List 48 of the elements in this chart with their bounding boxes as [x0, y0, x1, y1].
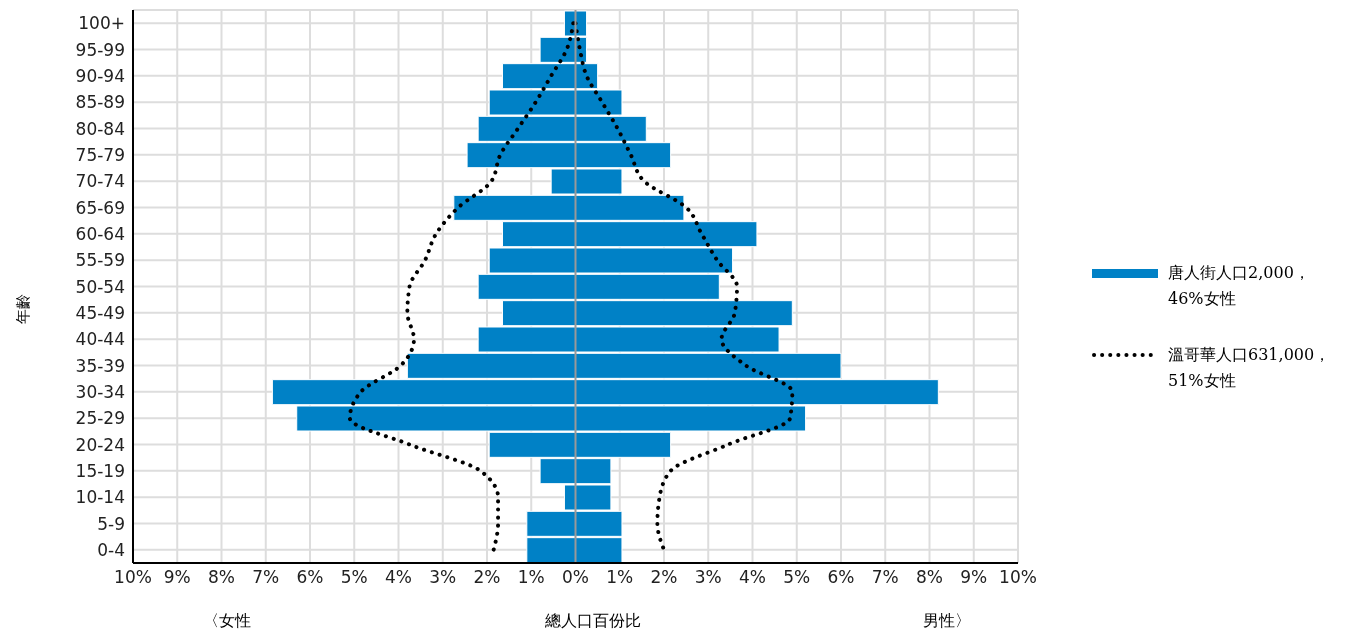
y-tick-label: 70-74 — [75, 171, 125, 192]
y-tick-label: 65-69 — [75, 197, 125, 218]
y-tick-label: 85-89 — [75, 92, 125, 113]
y-tick-label: 95-99 — [75, 39, 125, 60]
y-tick-label: 55-59 — [75, 250, 125, 271]
y-axis-title: 年齡 — [13, 293, 33, 324]
y-tick-label: 100+ — [78, 13, 125, 34]
text: 〈女性 — [203, 611, 251, 632]
y-tick-label: 30-34 — [75, 381, 125, 402]
legend-label: 唐人街人口2,000，46%女性 — [1168, 262, 1311, 310]
x-tick-label: 6% — [296, 567, 324, 588]
y-tick-label: 75-79 — [75, 144, 125, 165]
x-tick-label: 3% — [429, 567, 457, 588]
x-tick-label: 0% — [562, 567, 589, 588]
y-tick-label: 45-49 — [75, 302, 125, 323]
x-tick-label: 4% — [385, 567, 412, 588]
y-tick-label: 0-4 — [97, 539, 125, 560]
y-tick-label: 60-64 — [75, 223, 125, 244]
y-tick-label: 50-54 — [75, 276, 125, 297]
y-tick-label: 20-24 — [75, 434, 125, 455]
x-tick-label: 9% — [163, 567, 191, 588]
x-tick-label: 7% — [871, 567, 899, 588]
y-tick-label: 10-14 — [75, 487, 125, 508]
x-tick-label: 10% — [999, 567, 1037, 588]
text: 男性〉 — [923, 611, 971, 632]
x-tick-label: 1% — [517, 567, 545, 588]
x-tick-label: 5% — [783, 567, 811, 588]
y-tick-label: 25-29 — [75, 408, 125, 429]
x-tick-label: 8% — [208, 567, 235, 588]
x-tick-label: 2% — [473, 567, 501, 588]
y-tick-label: 15-19 — [75, 460, 125, 481]
y-tick-label: 35-39 — [75, 355, 125, 376]
x-tick-label: 8% — [916, 567, 943, 588]
x-tick-label: 10% — [114, 567, 152, 588]
y-tick-label: 90-94 — [75, 65, 125, 86]
x-tick-label: 1% — [606, 567, 634, 588]
y-tick-label: 5-9 — [97, 513, 125, 534]
x-tick-label: 9% — [960, 567, 988, 588]
legend-label: 溫哥華人口631,000，51%女性 — [1168, 344, 1332, 392]
x-tick-label: 6% — [827, 567, 855, 588]
x-tick-label: 2% — [650, 567, 678, 588]
x-axis-title: 總人口百份比 — [544, 611, 642, 632]
y-tick-label: 40-44 — [75, 329, 125, 350]
x-tick-label: 5% — [340, 567, 368, 588]
x-tick-label: 3% — [694, 567, 722, 588]
y-tick-label: 80-84 — [75, 118, 125, 139]
x-tick-label: 4% — [739, 567, 766, 588]
x-tick-label: 7% — [252, 567, 280, 588]
